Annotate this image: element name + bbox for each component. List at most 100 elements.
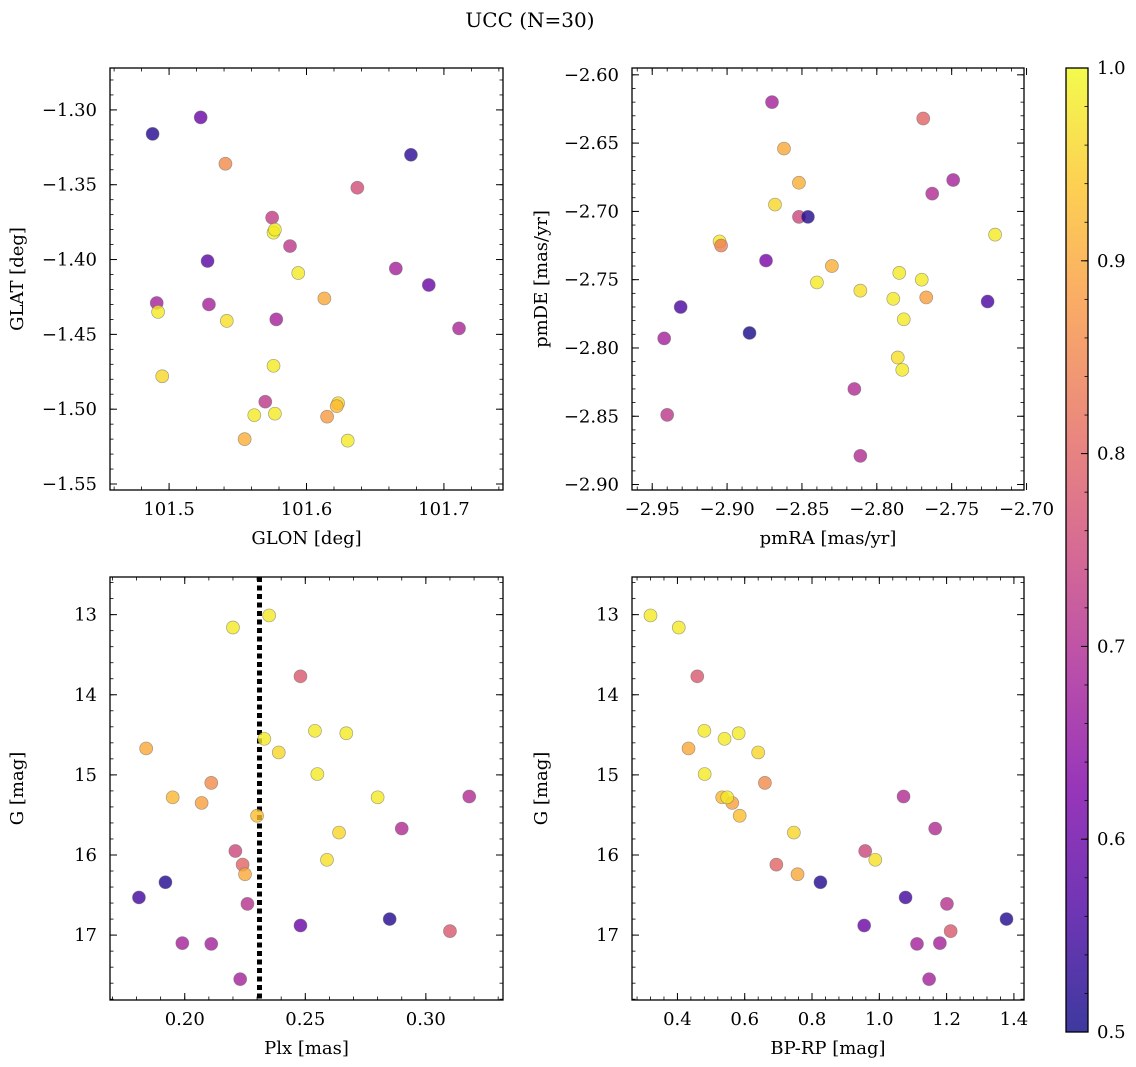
scatter-point: [151, 305, 165, 319]
scatter-point: [697, 723, 712, 738]
scatter-point: [697, 767, 712, 781]
scatter-point: [262, 608, 276, 623]
x-tick-label: −2.70: [999, 499, 1054, 520]
scatter-point: [145, 126, 160, 141]
x-tick-label: −2.85: [774, 499, 829, 520]
scatter-point: [896, 312, 911, 327]
scatter-point: [786, 825, 801, 840]
axes-frame: [109, 67, 504, 491]
y-tick-label: 13: [596, 605, 619, 626]
scatter-point: [394, 821, 409, 836]
scatter-point: [329, 399, 344, 414]
scatter-point: [370, 790, 385, 805]
y-tick-label: 17: [596, 925, 619, 946]
scatter-point: [731, 726, 746, 741]
scatter-point: [350, 180, 365, 195]
scatter-point: [946, 173, 961, 187]
y-axis-label: G [mag]: [7, 752, 28, 825]
scatter-point: [266, 358, 281, 373]
panels: 101.5 101.6 101.7 −1.55 −1.50 −1.45 −1.40 −1.35…: [7, 65, 1054, 1059]
scatter-point: [204, 937, 219, 951]
scatter-point: [660, 408, 675, 422]
colorbar-tick-label: 0.6: [1097, 829, 1126, 850]
y-tick-label: −2.80: [564, 338, 619, 359]
scatter-point: [228, 844, 243, 858]
colorbar-frame: [1065, 67, 1089, 1033]
scatter-point: [847, 382, 862, 396]
x-tick-label: −2.95: [625, 499, 680, 520]
scatter-point: [940, 897, 954, 911]
colorbar-tick-label: 0.8: [1097, 444, 1126, 465]
y-axis-label: pmDE [mas/yr]: [531, 210, 552, 348]
colorbar-bar: [1066, 68, 1088, 1032]
scatter-point: [898, 890, 913, 905]
y-tick-label: −2.65: [564, 133, 619, 154]
y-tick-label: −1.45: [42, 324, 97, 345]
scatter-point: [892, 266, 907, 280]
x-axis-label: GLON [deg]: [251, 528, 361, 549]
scatter-point: [758, 776, 772, 790]
x-tick-label: 1.0: [865, 1009, 894, 1030]
scatter-point: [238, 867, 252, 882]
y-tick-label: 14: [596, 685, 619, 706]
scatter-point: [194, 796, 209, 810]
scatter-point: [896, 789, 911, 804]
colorbar: 0.5 0.6 0.7 0.8 0.9 1.0: [1065, 58, 1126, 1043]
scatter-point: [200, 254, 215, 268]
y-tick-label: −1.35: [42, 175, 97, 196]
scatter-point: [258, 394, 273, 409]
scatter-point: [769, 857, 784, 872]
y-axis-label: GLAT [deg]: [7, 227, 28, 331]
scatter-point: [250, 808, 264, 823]
scatter-point: [681, 741, 696, 756]
scatter-point: [810, 275, 824, 290]
scatter-point: [928, 821, 943, 836]
scatter-point: [922, 972, 936, 987]
scatter-point: [858, 844, 873, 858]
scatter-point: [910, 937, 924, 951]
y-tick-label: −2.70: [564, 201, 619, 222]
x-tick-label: 0.30: [406, 1009, 446, 1030]
scatter-point: [271, 745, 286, 760]
y-tick-label: −2.90: [564, 475, 619, 496]
scatter-point: [792, 175, 806, 190]
scatter-point: [825, 259, 839, 273]
scatter-point: [218, 156, 233, 171]
scatter-point: [240, 897, 255, 911]
scatter-point: [999, 912, 1014, 926]
x-tick-label: 101.6: [281, 499, 333, 520]
scatter-point: [268, 222, 282, 237]
y-tick-label: −1.55: [42, 474, 97, 495]
scatter-point: [233, 972, 248, 987]
scatter-point: [404, 147, 418, 162]
x-tick-label: −2.75: [924, 499, 979, 520]
axes-frame: [631, 67, 1025, 491]
scatter-point: [462, 789, 477, 804]
y-tick-label: 15: [596, 765, 619, 786]
points: [145, 110, 466, 448]
colorbar-tick-label: 0.5: [1097, 1022, 1126, 1043]
points: [657, 95, 1002, 463]
scatter-point: [382, 912, 397, 926]
x-tick-label: 1.2: [932, 1009, 961, 1030]
scatter-point: [751, 745, 766, 760]
y-axis-label: G [mag]: [531, 752, 552, 825]
scatter-point: [247, 408, 262, 423]
scatter-point: [320, 852, 334, 867]
points: [643, 608, 1014, 987]
y-tick-label: 16: [596, 845, 619, 866]
scatter-point: [801, 210, 815, 224]
scatter-point: [890, 350, 905, 365]
scatter-point: [293, 669, 308, 684]
scatter-point: [340, 433, 355, 448]
x-tick-label: −2.90: [699, 499, 754, 520]
y-tick-label: −2.60: [564, 65, 619, 86]
scatter-point: [265, 210, 279, 225]
scatter-panel-2: −2.95 −2.90 −2.85 −2.80 −2.75 −2.70 −2.90 −2.85…: [531, 65, 1054, 549]
scatter-point: [317, 291, 332, 306]
y-tick-label: 15: [74, 765, 97, 786]
y-tick-label: 16: [74, 845, 97, 866]
y-tick-label: −1.40: [42, 250, 97, 271]
scatter-point: [886, 291, 901, 306]
scatter-point: [193, 110, 208, 125]
